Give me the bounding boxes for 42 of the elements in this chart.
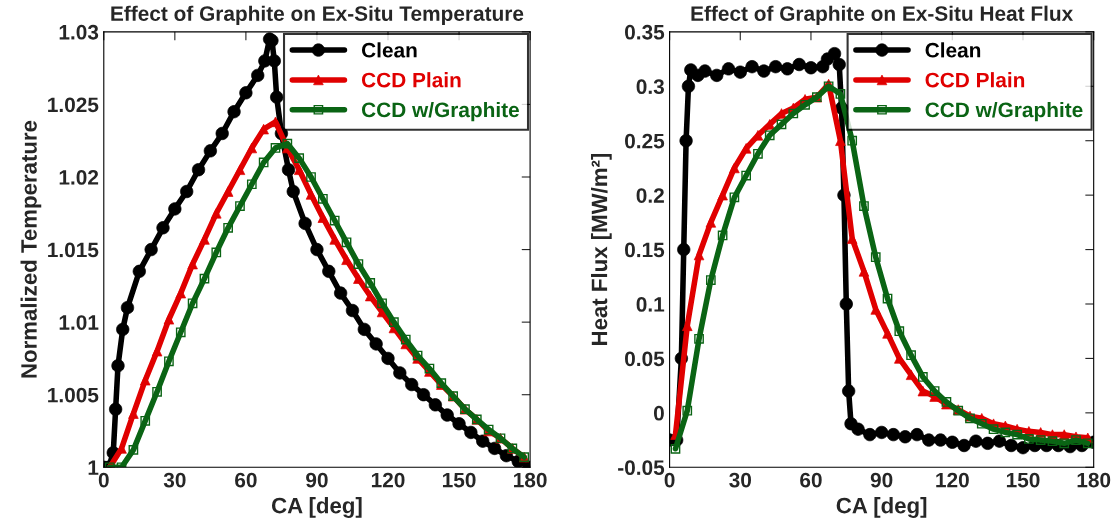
- x-tick-label: 0: [664, 472, 675, 488]
- y-tick-label: 1.03: [59, 24, 99, 40]
- y-tick-label: 0.2: [636, 188, 664, 203]
- x-tick-label: 120: [371, 472, 405, 488]
- legend-label: CCD Plain: [925, 72, 1025, 88]
- legend-label: CCD w/Graphite: [925, 101, 1083, 122]
- y-tick-label: -0.05: [618, 460, 665, 476]
- x-tick-label: 120: [936, 472, 969, 488]
- x-tick-label: 150: [1006, 472, 1040, 488]
- y-tick-label: 1: [88, 460, 99, 475]
- y-tick-label: 0.05: [625, 351, 665, 367]
- y-tick-label: 1.01: [59, 315, 99, 330]
- x-axis-title: CA [deg]: [271, 497, 362, 518]
- y-axis-title: Heat Flux [MW/m²]: [590, 153, 612, 345]
- legend-label: Clean: [925, 42, 981, 58]
- x-tick-label: 30: [163, 472, 186, 488]
- legend-label: CCD w/Graphite: [361, 101, 519, 122]
- x-tick-label: 60: [800, 472, 822, 488]
- y-axis-title: Normalized Temperature: [20, 120, 42, 378]
- y-tick-label: 0.3: [636, 79, 664, 95]
- legend-label: Clean: [361, 42, 417, 58]
- x-tick-label: 180: [514, 472, 547, 488]
- y-tick-label: 0.1: [636, 297, 665, 312]
- y-tick-label: 0: [653, 405, 664, 421]
- x-tick-label: 90: [870, 472, 893, 488]
- chart-title: Effect of Graphite on Ex-Situ Heat Flux: [691, 5, 1074, 26]
- x-tick-label: 180: [1077, 472, 1111, 488]
- y-tick-label: 1.015: [48, 242, 99, 258]
- x-tick-label: 90: [306, 472, 328, 488]
- legend-label: CCD Plain: [361, 72, 461, 88]
- y-tick-label: 1.005: [48, 387, 99, 403]
- y-tick-label: 0.15: [625, 242, 665, 258]
- x-tick-label: 60: [235, 472, 257, 488]
- x-tick-label: 30: [729, 472, 752, 488]
- x-tick-label: 0: [98, 472, 109, 488]
- y-tick-label: 0.35: [625, 24, 665, 40]
- y-tick-label: 1.025: [48, 97, 99, 113]
- y-tick-label: 0.25: [625, 133, 665, 149]
- y-tick-label: 1.02: [59, 170, 99, 185]
- chart-title: Effect of Graphite on Ex-Situ Temperature: [111, 5, 524, 26]
- x-axis-title: CA [deg]: [836, 497, 927, 518]
- x-tick-label: 150: [442, 472, 476, 488]
